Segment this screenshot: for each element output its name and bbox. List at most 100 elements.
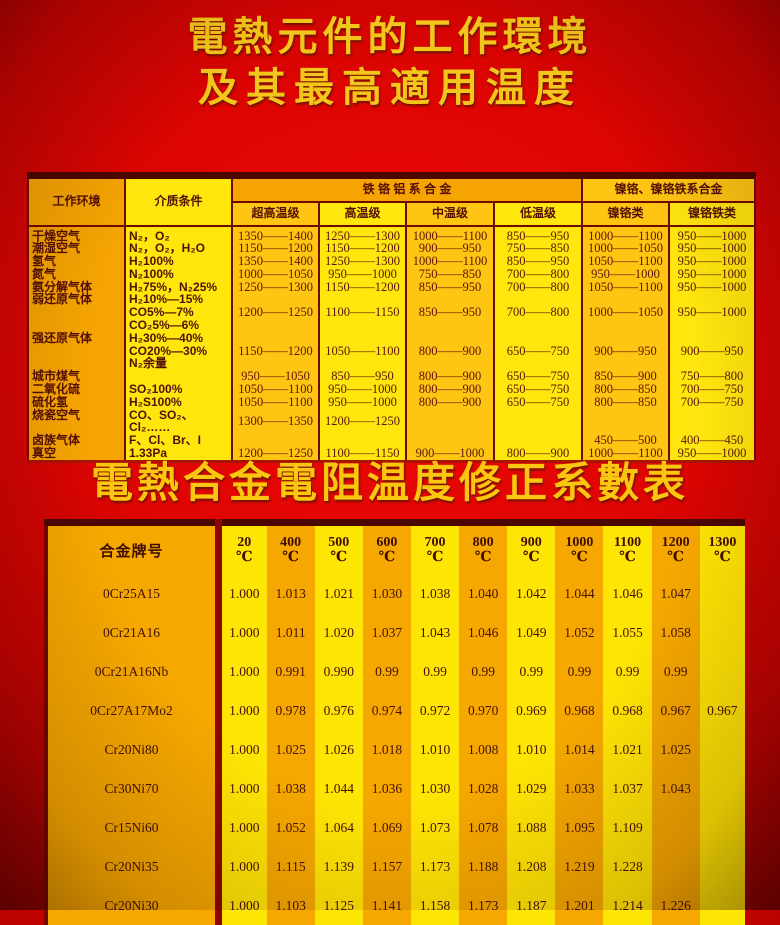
temp-range-cell: 950——1000 bbox=[318, 268, 407, 281]
temp-range-cell: 1100——1150 bbox=[318, 447, 407, 462]
coeff-cell: 1.033 bbox=[564, 780, 595, 796]
page-title-line2: 及其最高適用温度 bbox=[198, 64, 582, 111]
temp-range-cell: 1150——1200 bbox=[231, 242, 320, 256]
temp-range-cell: 950——1000 bbox=[668, 242, 757, 256]
coeff-cell: 0.99 bbox=[663, 663, 688, 679]
temp-range-cell bbox=[405, 408, 495, 435]
temp-header: 400 ℃ bbox=[280, 535, 302, 565]
temp-range-cell: 1050——1100 bbox=[581, 280, 671, 294]
temp-range-cell: 650——750 bbox=[492, 370, 584, 384]
temp-range-cell: 950——1000 bbox=[318, 383, 407, 396]
medium-cell: H₂100% bbox=[124, 255, 233, 268]
temp-range-cell: 800——900 bbox=[405, 331, 495, 371]
temp-header: 1300 ℃ bbox=[708, 535, 737, 565]
temp-range-cell: 750——850 bbox=[492, 242, 584, 256]
temp-range-cell: 450——500 bbox=[581, 434, 671, 448]
temp-range-cell: 1050——1100 bbox=[231, 383, 320, 396]
coeff-cell: 1.043 bbox=[419, 624, 451, 640]
coeff-cell: 1.188 bbox=[467, 858, 499, 874]
temp-range-cell: 650——750 bbox=[492, 331, 584, 371]
coeff-cell: 1.000 bbox=[229, 585, 260, 601]
coeff-cell: 1.058 bbox=[660, 624, 691, 640]
temp-range-cell: 1250——1300 bbox=[318, 255, 407, 268]
table-row: Cr30Ni70 1.000 1.038 1.044 1.036 1.030 1… bbox=[46, 769, 745, 808]
temp-range-cell: 1200——1250 bbox=[231, 293, 320, 332]
table-row: 氮气 N₂100% 1000——1050 950——1000 750——850 … bbox=[27, 268, 757, 281]
coeff-cell bbox=[700, 574, 745, 613]
temp-range-cell: 700——800 bbox=[492, 268, 584, 281]
env-label: 潮湿空气 bbox=[27, 242, 126, 256]
table-row: 0Cr21A16Nb 1.000 0.991 0.990 0.99 0.99 0… bbox=[46, 652, 745, 691]
coeff-cell: 1.064 bbox=[323, 819, 354, 835]
temp-range-cell: 1000——1100 bbox=[581, 447, 671, 462]
coeff-cell: 1.052 bbox=[275, 819, 306, 835]
temp-range-cell: 1300——1350 bbox=[231, 408, 320, 435]
temp-range-cell: 900——1000 bbox=[405, 447, 495, 462]
env-table-header-environment: 工作环境 bbox=[27, 174, 126, 227]
coeff-cell bbox=[652, 847, 700, 886]
coeff-cell: 1.025 bbox=[660, 741, 691, 757]
table-row: 氢气 H₂100% 1350——1400 1250——1300 1000——11… bbox=[27, 255, 757, 268]
temp-range-cell: 950——1000 bbox=[581, 268, 671, 281]
temp-range-cell: 850——900 bbox=[581, 370, 671, 384]
temp-range-cell: 850——950 bbox=[492, 225, 584, 243]
temp-range-cell: 950——1000 bbox=[668, 447, 757, 462]
coeff-cell: 0.99 bbox=[471, 663, 495, 679]
temp-header: 700 ℃ bbox=[424, 535, 446, 565]
coeff-cell bbox=[700, 769, 745, 808]
temp-range-cell: 950——1000 bbox=[668, 225, 757, 243]
coeff-cell: 1.042 bbox=[516, 585, 547, 601]
temp-range-cell: 900——950 bbox=[405, 242, 495, 256]
coeff-cell: 1.038 bbox=[275, 780, 306, 796]
coeff-cell: 0.968 bbox=[564, 702, 595, 718]
temp-range-cell: 700——800 bbox=[492, 293, 584, 332]
env-label: 城市煤气 bbox=[27, 370, 126, 384]
coeff-cell: 0.978 bbox=[275, 702, 306, 718]
alloy-grade: Cr15Ni60 bbox=[46, 808, 222, 847]
temp-range-cell: 850——950 bbox=[318, 370, 407, 384]
coeff-cell bbox=[700, 886, 745, 925]
coeff-cell: 1.026 bbox=[323, 741, 354, 757]
coeff-cell: 1.000 bbox=[229, 858, 260, 874]
medium-cell: H₂S100% bbox=[124, 396, 233, 409]
coeff-cell: 1.000 bbox=[229, 780, 260, 796]
coeff-cell: 1.008 bbox=[467, 741, 499, 757]
temp-range-cell: 750——800 bbox=[668, 370, 757, 384]
env-label: 弱还原气体 bbox=[27, 293, 126, 332]
coeff-cell: 1.055 bbox=[612, 624, 643, 640]
temp-range-cell: 950——1000 bbox=[668, 293, 757, 332]
coeff-cell: 1.021 bbox=[612, 741, 643, 757]
temp-range-cell: 1100——1150 bbox=[318, 293, 407, 332]
coeff-cell: 1.088 bbox=[516, 819, 547, 835]
coeff-cell: 0.99 bbox=[519, 663, 544, 679]
temp-header: 20 ℃ bbox=[235, 535, 253, 565]
alloy-grade: Cr20Ni30 bbox=[46, 886, 222, 925]
temp-range-cell: 1250——1300 bbox=[318, 225, 407, 243]
medium-cell: H₂30%—40% CO20%—30% N₂余量 bbox=[124, 331, 233, 371]
coeff-cell: 1.040 bbox=[467, 585, 499, 601]
coeff-cell: 1.044 bbox=[564, 585, 595, 601]
env-label: 硫化氢 bbox=[27, 396, 126, 409]
coeff-cell: 1.219 bbox=[564, 858, 595, 874]
coeff-cell: 1.036 bbox=[371, 780, 403, 796]
temp-range-cell bbox=[492, 408, 584, 435]
temp-header: 1100 ℃ bbox=[613, 535, 642, 565]
coeff-cell: 1.010 bbox=[419, 741, 451, 757]
table-row: Cr20Ni30 1.000 1.103 1.125 1.141 1.158 1… bbox=[46, 886, 745, 925]
temp-range-cell: 1250——1300 bbox=[231, 280, 320, 294]
temp-range-cell: 950——1000 bbox=[668, 255, 757, 268]
coefficient-table: 合金牌号 20 ℃ 400 ℃ 500 ℃ 600 ℃ 700 ℃ 800 ℃ 900 ℃ 1… bbox=[44, 519, 745, 925]
coeff-cell: 1.073 bbox=[419, 819, 451, 835]
temp-range-cell: 700——800 bbox=[492, 280, 584, 294]
temp-range-cell: 950——1050 bbox=[231, 370, 320, 384]
temp-range-cell bbox=[405, 434, 495, 448]
coeff-cell: 1.013 bbox=[275, 585, 306, 601]
coeff-cell: 1.025 bbox=[275, 741, 306, 757]
temp-range-cell: 1050——1100 bbox=[231, 396, 320, 409]
coeff-cell: 1.011 bbox=[275, 624, 306, 640]
coeff-cell: 0.972 bbox=[419, 702, 451, 718]
table-row: Cr20Ni80 1.000 1.025 1.026 1.018 1.010 1… bbox=[46, 730, 745, 769]
coeff-cell: 0.967 bbox=[660, 702, 691, 718]
alloy-grade-header: 合金牌号 bbox=[46, 522, 222, 574]
coeff-cell: 1.046 bbox=[612, 585, 643, 601]
